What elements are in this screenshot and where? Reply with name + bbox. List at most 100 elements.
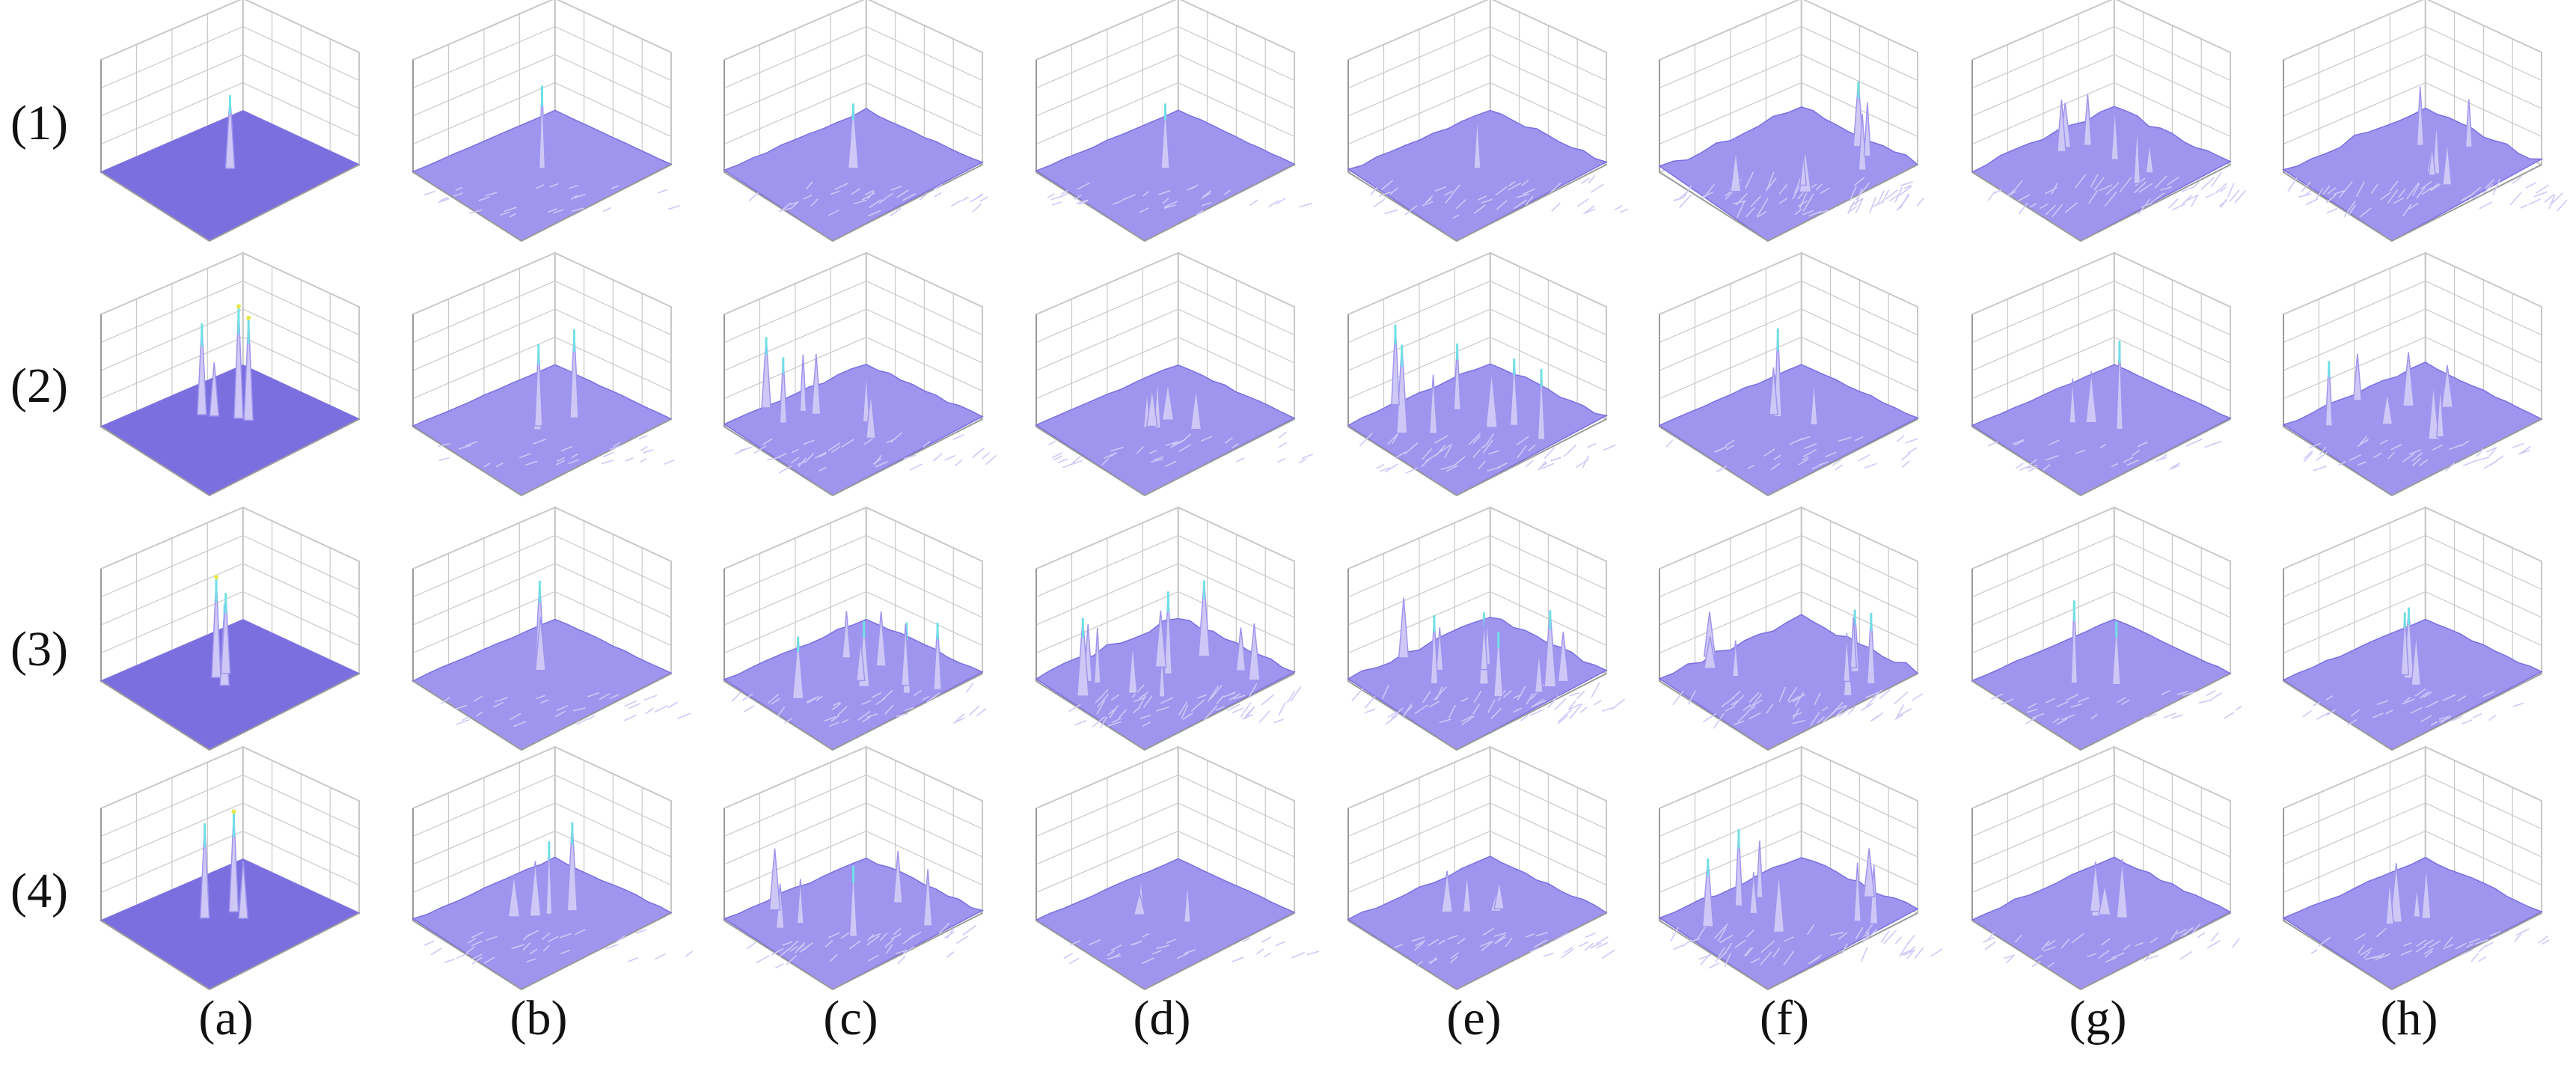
y-axis: [521, 164, 672, 242]
surface-mesh-spike: [830, 715, 840, 722]
surface-mesh-spike: [1541, 463, 1554, 469]
surface-mesh-spike: [1900, 950, 1910, 956]
surface-mesh-spike: [2363, 950, 2371, 959]
surface-peak: [792, 636, 804, 700]
wall-gridline: [1801, 25, 1918, 82]
surface-mesh-spike: [1448, 704, 1456, 719]
surface-mesh-spike: [896, 712, 908, 718]
x-axis: [723, 426, 833, 496]
surface-mesh-spike: [2485, 179, 2494, 189]
surface-peak: [534, 617, 547, 671]
surface-mesh-spike: [1725, 190, 1734, 200]
surface-peak: [841, 611, 851, 659]
surface-mesh-spike: [1430, 956, 1437, 965]
x-axis: [1347, 426, 1457, 496]
surface-mesh-spike: [1109, 705, 1119, 718]
surface-mesh-spike: [1139, 691, 1149, 699]
surface-mesh-spike: [2400, 950, 2413, 956]
surface-mesh-spike: [654, 953, 666, 960]
surface-mesh-spike: [1242, 937, 1251, 942]
surface-mesh-spike: [602, 207, 611, 213]
surface-mesh-spike: [2482, 691, 2494, 698]
surface-mesh-spike: [2044, 186, 2058, 195]
surface-mesh-spike: [804, 453, 815, 463]
surface-mesh-spike: [1882, 930, 1897, 945]
column-label-e: (e): [1446, 991, 1502, 1046]
wall-gridline: [1801, 534, 1918, 591]
surface-plot-1c: [723, 0, 989, 242]
surface-mesh-spike: [2424, 950, 2433, 958]
surface-mesh-spike: [1495, 186, 1508, 196]
surface-plot-1e: [1347, 0, 1628, 242]
surface-mesh-spike: [861, 192, 875, 201]
surface-mesh-spike: [1068, 704, 1081, 712]
wall-gridline: [1490, 534, 1607, 591]
surface-mesh-spike: [875, 461, 888, 468]
surface-mesh-spike: [1899, 185, 1912, 197]
wall-gridline: [242, 534, 360, 591]
surface-mesh-spike: [857, 710, 871, 721]
surface-mesh-spike: [1594, 699, 1602, 706]
surface-mesh-spike: [444, 958, 456, 963]
surface-mesh-spike: [1701, 192, 1713, 198]
surface-mesh-spike: [1385, 714, 1399, 725]
surface-mesh-spike: [831, 445, 841, 454]
surface-mesh-spike: [1899, 941, 1910, 957]
y-axis: [2391, 912, 2542, 990]
surface-mesh-spike: [946, 950, 955, 959]
surface-mesh-spike: [1473, 691, 1482, 704]
surface-mesh-spike: [2138, 183, 2153, 193]
surface-mesh-spike: [2138, 198, 2151, 215]
surface-mesh-spike: [2376, 700, 2388, 706]
wall-gridline: [242, 280, 360, 336]
surface-mesh-spike: [1376, 463, 1385, 469]
surface-mesh-spike: [1835, 705, 1847, 718]
surface-mesh-spike: [2224, 712, 2235, 719]
surface-mesh-spike: [2028, 466, 2038, 472]
surface-mesh-spike: [573, 193, 586, 199]
surface-mesh-spike: [795, 942, 805, 954]
wall-gridline: [554, 774, 672, 830]
surface-mesh-spike: [1719, 934, 1734, 944]
surface-mesh-spike: [1203, 704, 1218, 721]
surface-peak: [197, 323, 207, 415]
surface-peak: [2411, 633, 2422, 686]
surface-mesh-spike: [1053, 455, 1062, 461]
surface-mesh-spike: [922, 695, 929, 701]
surface-mesh-spike: [587, 692, 600, 698]
surface-peak: [799, 354, 807, 412]
surface-mesh-spike: [1107, 955, 1121, 960]
surface-mesh-spike: [1517, 686, 1526, 701]
surface-mesh-spike: [1534, 700, 1547, 707]
surface-floor: [100, 110, 361, 242]
surface-mesh-spike: [1746, 946, 1754, 956]
surface-mesh-spike: [1131, 684, 1145, 698]
surface-mesh-spike: [1983, 936, 1995, 943]
surface-mesh-spike: [1411, 936, 1425, 942]
surface-mesh-spike: [1588, 174, 1596, 184]
surface-mesh-spike: [1520, 715, 1529, 721]
surface-mesh-spike: [2423, 948, 2434, 955]
surface-mesh-spike: [1187, 184, 1199, 192]
surface-mesh-spike: [871, 692, 882, 698]
surface-mesh-spike: [1569, 692, 1580, 697]
surface-mesh-spike: [2105, 182, 2120, 195]
surface-mesh-spike: [1142, 191, 1150, 197]
surface-mesh-spike: [965, 683, 974, 693]
surface-mesh-spike: [2104, 191, 2117, 207]
surface-mesh-spike: [2384, 710, 2393, 715]
x-axis: [412, 426, 522, 496]
surface-mesh-spike: [2025, 717, 2037, 724]
wall-gridline: [2425, 534, 2542, 591]
surface-mesh-spike: [556, 457, 566, 463]
surface-mesh-spike: [1224, 189, 1232, 195]
surface-mesh-spike: [1264, 952, 1271, 958]
surface-mesh-spike: [1687, 690, 1696, 705]
surface-peak: [2056, 100, 2066, 153]
surface-mesh-spike: [628, 703, 640, 710]
surface-peak: [2413, 886, 2421, 918]
surface-mesh-spike: [1373, 198, 1386, 208]
surface-mesh-spike: [430, 948, 442, 956]
surface-mesh-spike: [2167, 198, 2179, 209]
surface-mesh-spike: [547, 936, 559, 943]
